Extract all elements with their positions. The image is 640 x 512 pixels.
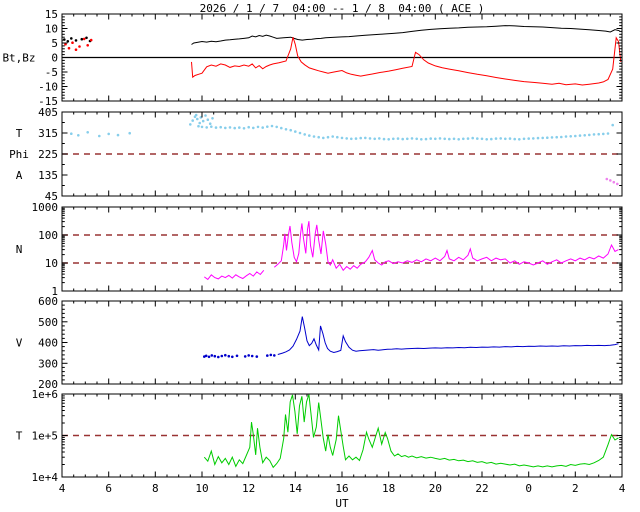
series-V: [277, 316, 619, 355]
y-tick-label: 45: [45, 190, 58, 203]
series-Bz-early: [64, 37, 93, 51]
series-Bt-early: [63, 36, 92, 43]
series-T: [203, 394, 619, 469]
x-tick-label: 16: [335, 482, 348, 495]
y-tick-label: 0: [51, 52, 58, 65]
y-tick-label: -5: [45, 66, 58, 79]
y-tick-label: 5: [51, 37, 58, 50]
x-axis-labels: 4 6 8 10 12 14 16 18 20 22 0 2 4: [59, 482, 626, 495]
y-tick-label: 400: [38, 337, 58, 350]
panel-phi: 405 315 225 135 45 T Phi A: [9, 106, 623, 203]
y-tick-label: 200: [38, 378, 58, 391]
y-tick-label: 15: [45, 8, 58, 21]
series-Bt: [191, 25, 620, 45]
series-Phi: [70, 113, 614, 141]
y-tick-label: 500: [38, 316, 58, 329]
y-tick-label: -15: [38, 95, 58, 108]
x-tick-label: 4: [619, 482, 626, 495]
panel-label: T: [16, 127, 23, 140]
panel-label: A: [16, 169, 23, 182]
y-tick-label: 1e+5: [32, 430, 59, 443]
y-tick-label: 225: [38, 148, 58, 161]
series-Phi-flag: [605, 177, 619, 186]
panel-frame: [61, 206, 623, 292]
y-tick-label: 1e+4: [32, 471, 59, 484]
x-tick-label: 2: [572, 482, 579, 495]
y-tick-label: 135: [38, 169, 58, 182]
series-N: [204, 221, 619, 281]
series-Bz: [191, 36, 622, 86]
x-axis-title: UT: [335, 497, 349, 510]
y-tick-label: 405: [38, 106, 58, 119]
x-tick-label: 22: [475, 482, 488, 495]
x-tick-label: 4: [59, 482, 66, 495]
panel-label: V: [16, 337, 23, 350]
panel-density: 1000 100 10 1 N: [16, 201, 623, 298]
x-tick-label: 6: [105, 482, 112, 495]
panel-label: Phi: [9, 148, 29, 161]
panel-bt-bz: 15 105 0-5 -10-15 Bt,Bz: [2, 8, 623, 108]
y-tick-label: 600: [38, 295, 58, 308]
x-tick-label: 8: [152, 482, 159, 495]
x-tick-label: 10: [195, 482, 208, 495]
panel-speed: 600 500 400 300 200 V: [16, 295, 623, 391]
panel-temperature: 1e+6 1e+5 1e+4 T: [16, 388, 623, 484]
panel-label: Bt,Bz: [2, 52, 35, 65]
x-tick-label: 14: [289, 482, 303, 495]
panel-label: N: [16, 243, 23, 256]
y-tick-label: 1e+6: [32, 388, 59, 401]
y-tick-label: 315: [38, 127, 58, 140]
y-tick-label: 300: [38, 357, 58, 370]
y-tick-label: 100: [38, 229, 58, 242]
series-V-early: [203, 353, 276, 359]
plot-title: 2026 / 1 / 7 04:00 -- 1 / 8 04:00 ( ACE …: [199, 2, 485, 15]
y-tick-label: 1000: [32, 201, 59, 214]
y-tick-label: 10: [45, 23, 58, 36]
y-tick-label: -10: [38, 81, 58, 94]
y-tick-label: 1: [51, 285, 58, 298]
x-tick-label: 12: [242, 482, 255, 495]
x-tick-label: 18: [382, 482, 395, 495]
y-tick-label: 10: [45, 257, 58, 270]
x-tick-label: 20: [429, 482, 442, 495]
x-tick-label: 0: [525, 482, 532, 495]
panel-label: T: [16, 430, 23, 443]
